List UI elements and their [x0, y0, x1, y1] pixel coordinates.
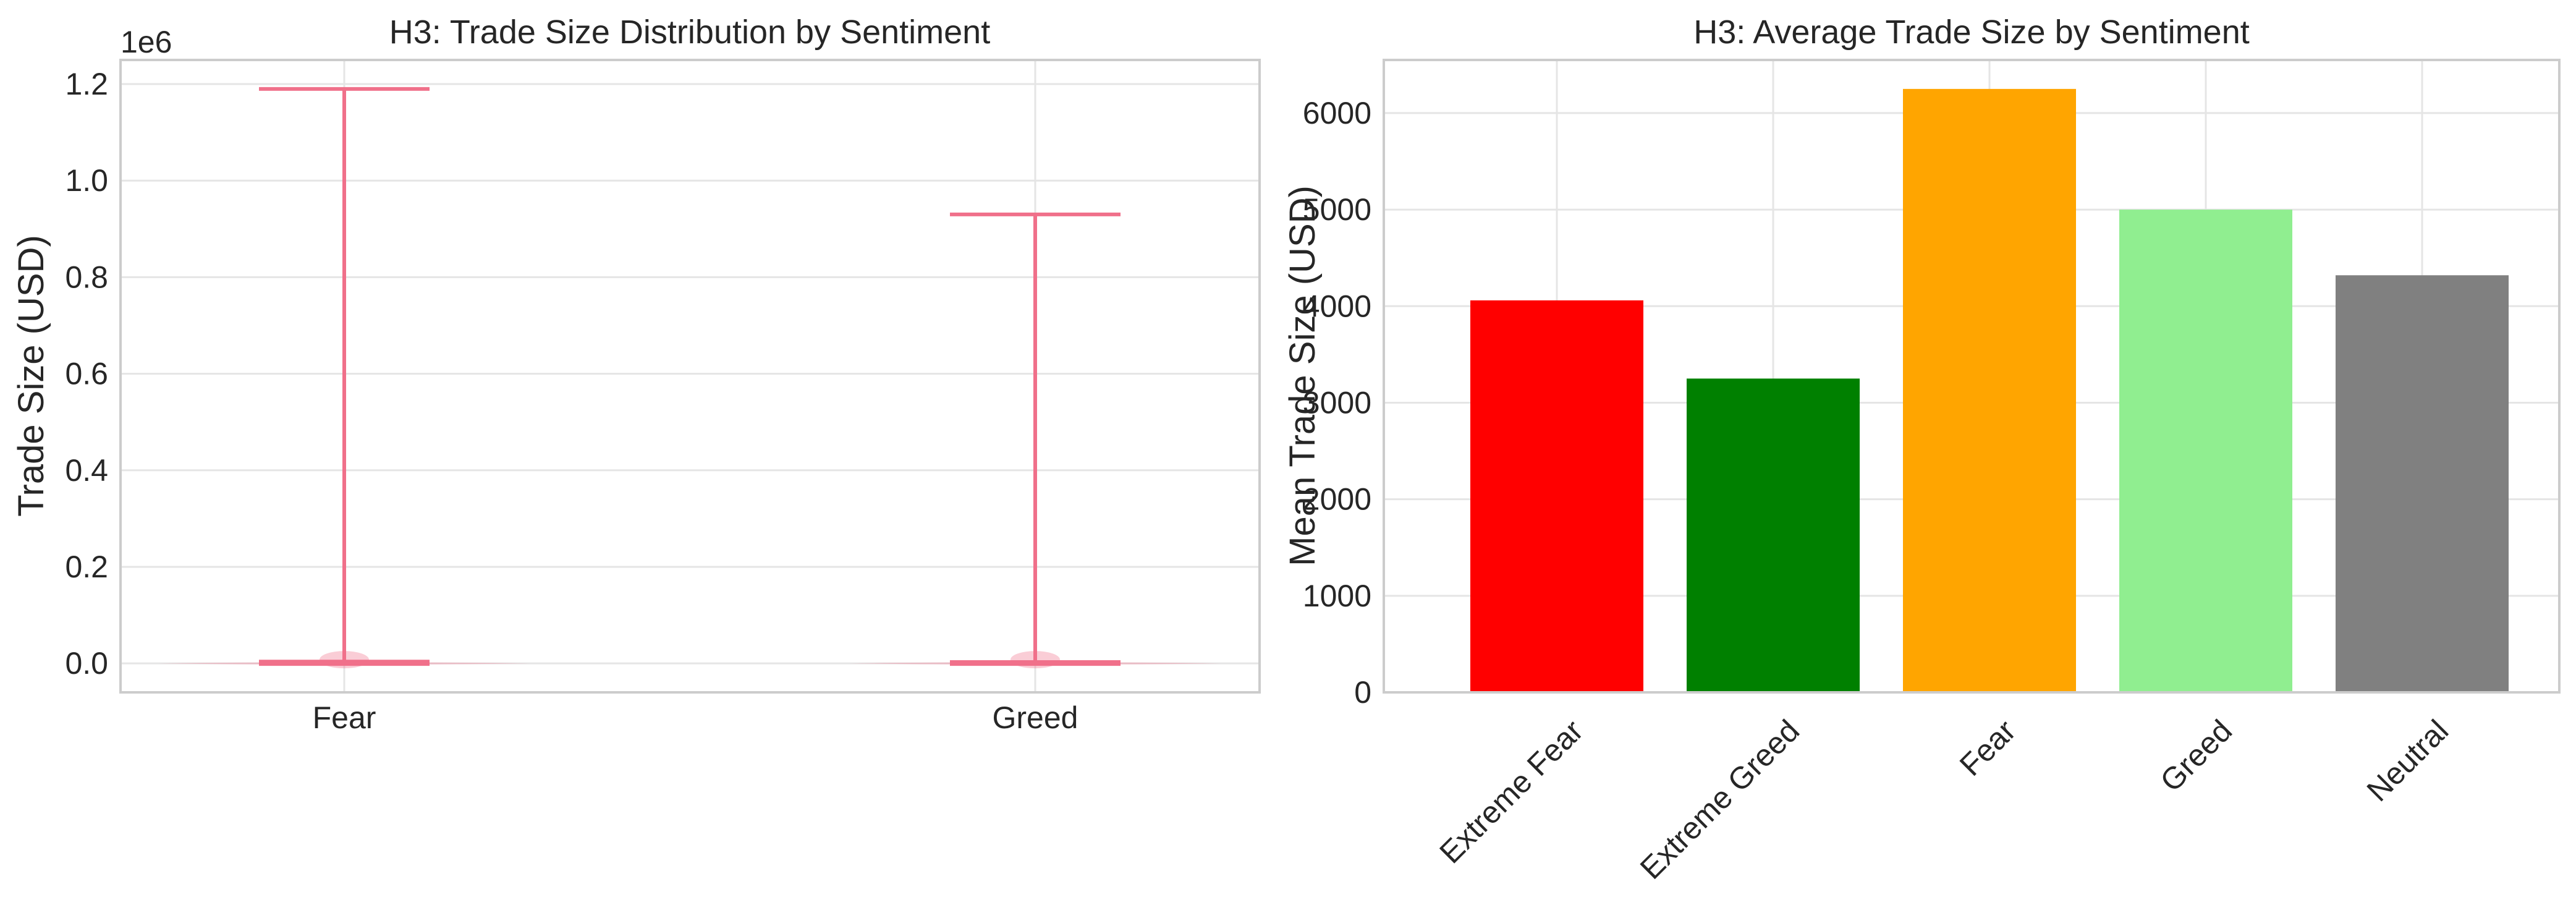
bar-plot-frame — [1383, 59, 2561, 694]
bar-x-tick-label: Neutral — [2360, 713, 2455, 809]
violin-y-axis-label: Trade Size (USD) — [11, 235, 51, 517]
violin-x-tick-label: Fear — [313, 700, 376, 735]
bar-y-tick-label: 4000 — [1303, 289, 1371, 323]
bar-y-tick-label: 2000 — [1303, 482, 1371, 517]
violin-y-tick-label: 1.0 — [65, 163, 108, 198]
violin-y-tick-label: 0.8 — [65, 260, 108, 294]
violin-y-tick-label: 0.4 — [65, 453, 108, 488]
bar-fear — [1903, 88, 2076, 692]
bar-extreme-fear — [1470, 300, 1643, 692]
violin-y-tick-label: 0.6 — [65, 357, 108, 391]
bar-y-tick-label: 6000 — [1303, 96, 1371, 130]
bar-y-axis-label: Mean Trade Size (USD) — [1282, 185, 1323, 566]
bar-y-tick-label: 1000 — [1303, 579, 1371, 613]
bar-y-tick-label: 3000 — [1303, 385, 1371, 420]
violin-plot-frame — [119, 59, 1261, 694]
bar-chart-title: H3: Average Trade Size by Sentiment — [1693, 14, 2250, 51]
violin-chart-title: H3: Trade Size Distribution by Sentiment — [389, 14, 990, 51]
violin-y-tick-label: 1.2 — [65, 67, 108, 101]
bar-greed — [2119, 210, 2292, 692]
bar-x-tick-label: Greed — [2153, 713, 2239, 799]
bar-x-tick-label: Extreme Fear — [1433, 713, 1590, 870]
bar-y-tick-label: 5000 — [1303, 192, 1371, 227]
bar-x-tick-label: Fear — [1953, 713, 2022, 783]
violin-y-tick-label: 0.2 — [65, 550, 108, 584]
violin-x-tick-label: Greed — [993, 700, 1078, 735]
bar-x-tick-label: Extreme Greed — [1633, 713, 1806, 886]
bar-extreme-greed — [1687, 378, 1860, 692]
violin-chart-panel: 0.0 0.2 0.4 0.6 0.8 1.0 1.2 Fear Greed H3: Trad… — [11, 14, 1261, 735]
y-axis-offset-label: 1e6 — [121, 25, 172, 59]
bar-neutral — [2336, 275, 2509, 692]
bar-chart-panel: 0 1000 2000 3000 4000 5000 6000 Extreme Fear Ex… — [1282, 14, 2561, 886]
violin-y-tick-label: 0.0 — [65, 646, 108, 681]
bar-y-tick-label: 0 — [1354, 675, 1371, 710]
